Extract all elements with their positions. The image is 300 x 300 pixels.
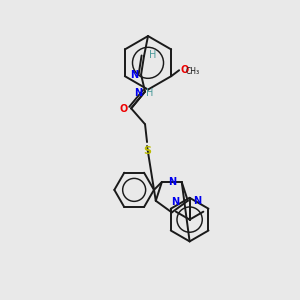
Text: O: O [119,104,128,114]
Text: H: H [149,50,156,60]
Text: CH₃: CH₃ [186,67,200,76]
Text: N: N [193,196,201,206]
Text: N: N [169,177,177,187]
Text: N: N [171,197,179,208]
Text: N: N [130,70,138,80]
Text: O: O [180,65,188,75]
Text: S: S [143,146,151,156]
Text: H: H [146,88,153,98]
Text: N: N [134,88,142,98]
